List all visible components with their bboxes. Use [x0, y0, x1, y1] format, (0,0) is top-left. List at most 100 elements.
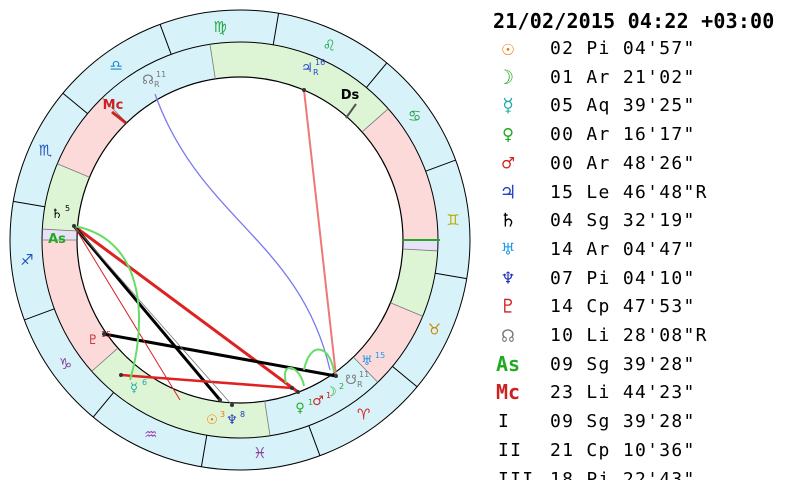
- planet-marker-dot: [230, 403, 234, 407]
- position-row-sun: ☉ 02 Pi 04'57": [488, 36, 800, 64]
- north-node-house-number: 11: [156, 70, 166, 79]
- trine-line: [303, 89, 337, 377]
- planet-marker-dot: [72, 224, 76, 228]
- house-cusp-position: 21 Cp 10'36": [550, 439, 696, 461]
- sagittarius-sign-icon: ♐: [20, 251, 33, 269]
- descendant-label: Ds: [341, 88, 360, 103]
- opposition-line: [154, 93, 331, 371]
- scorpio-sign-icon: ♏: [39, 142, 53, 160]
- midheaven-axis-tick: [111, 110, 127, 125]
- midheaven-position: 23 Li 44'23": [550, 382, 696, 404]
- mercury-position: 05 Aq 39'25": [550, 95, 696, 117]
- uranus-glyph: ♅: [361, 354, 373, 369]
- planet-marker-dot: [302, 88, 306, 92]
- pluto-position: 14 Cp 47'53": [550, 296, 696, 318]
- sign-divider: [159, 24, 172, 55]
- house-cusp-line: [264, 401, 271, 436]
- house-label: III: [498, 468, 535, 480]
- south-node-house-number: 11: [359, 370, 369, 379]
- house-cusp-line: [402, 248, 438, 252]
- pluto-glyph: ♇: [87, 333, 99, 348]
- position-row-pluto: ♇ 14 Cp 47'53": [488, 294, 800, 322]
- jupiter-house-number: 16: [315, 58, 325, 67]
- sign-divider: [24, 308, 55, 321]
- neptune-house-number: 8: [240, 410, 245, 419]
- square-line: [72, 225, 222, 401]
- mercury-icon: ☿: [501, 93, 515, 118]
- capricorn-sign-icon: ♑: [59, 355, 72, 373]
- venus-position: 00 Ar 16'17": [550, 124, 696, 146]
- planet-marker-dot: [102, 332, 106, 336]
- pisces-sign-icon: ♓: [253, 444, 266, 462]
- position-row-mercury: ☿ 05 Aq 39'25": [488, 93, 800, 121]
- house-sector: [42, 163, 90, 232]
- saturn-house-number: 5: [65, 204, 70, 213]
- sun-house-number: 3: [220, 410, 225, 419]
- venus-icon: ♀: [501, 122, 515, 147]
- house-sector: [390, 248, 438, 317]
- moon-position: 01 Ar 21'02": [550, 66, 696, 88]
- planet-marker-dot: [296, 390, 300, 394]
- mars-icon: ♂: [501, 150, 515, 175]
- house-row: III 18 Pi 22'43": [488, 467, 800, 480]
- south-node-glyph: ☋: [345, 373, 357, 388]
- house-sector: [102, 44, 216, 123]
- libra-sign-icon: ♎: [109, 56, 122, 74]
- mercury-house-number: 6: [142, 378, 147, 387]
- house-sector: [353, 302, 423, 383]
- pluto-icon: ♇: [501, 294, 515, 319]
- uranus-house-number: 15: [375, 351, 385, 360]
- trine-line: [120, 373, 293, 390]
- aries-sign-icon: ♈: [357, 406, 370, 424]
- taurus-sign-icon: ♉: [428, 320, 441, 338]
- sign-divider: [13, 200, 45, 208]
- moon-glyph: ☽: [325, 385, 337, 400]
- house-cusp-line: [353, 356, 379, 383]
- leo-sign-icon: ♌: [323, 37, 336, 55]
- virgo-sign-icon: ♍: [213, 18, 226, 36]
- saturn-glyph: ♄: [51, 207, 63, 222]
- sign-divider: [200, 435, 208, 467]
- house-sector: [264, 357, 378, 436]
- midheaven-icon: Mc: [495, 380, 521, 405]
- descendant-axis-tick: [345, 103, 357, 119]
- planet-marker-dot: [119, 373, 123, 377]
- north-node-glyph: ☊: [142, 73, 154, 88]
- trine-line: [73, 225, 181, 401]
- moon-house-number: 2: [339, 382, 344, 391]
- neptune-position: 07 Pi 04'10": [550, 267, 696, 289]
- position-row-uranus: ♅ 14 Ar 04'47": [488, 237, 800, 265]
- sign-divider: [365, 62, 388, 88]
- house-label: II: [498, 439, 523, 461]
- sign-divider: [425, 159, 456, 172]
- position-row-saturn: ♄ 04 Sg 32'19": [488, 208, 800, 236]
- jupiter-glyph: ♃: [301, 61, 313, 76]
- house-row: II 21 Cp 10'36": [488, 438, 800, 466]
- gemini-sign-icon: ♊: [446, 211, 459, 229]
- house-cusp-line: [42, 228, 78, 232]
- planet-marker-dot: [218, 398, 222, 402]
- sun-icon: ☉: [501, 36, 515, 60]
- jupiter-position: 15 Le 46'48"R: [550, 181, 708, 203]
- venus-house-number: 1: [308, 398, 313, 407]
- north-node-position: 10 Li 28'08"R: [550, 325, 708, 346]
- house-sector: [91, 348, 271, 439]
- house-cusp-position: 09 Sg 39'28": [550, 411, 696, 433]
- square-line: [103, 332, 337, 378]
- house-cusp-line: [57, 163, 90, 178]
- uranus-icon: ♅: [501, 236, 515, 261]
- sign-divider: [308, 425, 321, 456]
- mars-position: 00 Ar 48'26": [550, 152, 696, 174]
- house-sector: [42, 240, 118, 372]
- house-sector: [57, 97, 127, 178]
- saturn-icon: ♄: [501, 208, 515, 233]
- position-row-mars: ♂ 00 Ar 48'26": [488, 151, 800, 179]
- position-row-north-node: ☊ 10 Li 28'08"R: [488, 323, 800, 351]
- position-row-jupiter: ♃ 15 Le 46'48"R: [488, 180, 800, 208]
- cancer-sign-icon: ♋: [408, 107, 421, 125]
- ascendant-position: 09 Sg 39'28": [550, 353, 696, 375]
- neptune-glyph: ♆: [226, 413, 238, 428]
- house-sector: [402, 240, 438, 251]
- aquarius-sign-icon: ♒: [144, 425, 157, 443]
